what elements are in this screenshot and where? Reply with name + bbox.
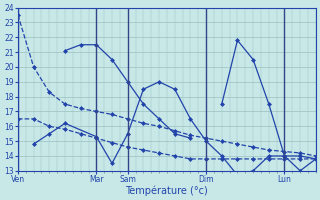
X-axis label: Température (°c): Température (°c) bbox=[125, 185, 208, 196]
